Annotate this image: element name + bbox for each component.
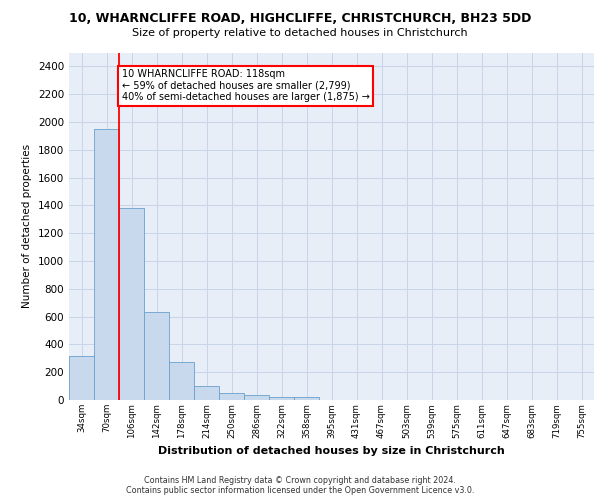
Bar [94, 129, 119, 400]
Bar [69, 356, 94, 400]
Text: Size of property relative to detached houses in Christchurch: Size of property relative to detached ho… [132, 28, 468, 38]
Bar [194, 386, 219, 400]
Text: Contains HM Land Registry data © Crown copyright and database right 2024.
Contai: Contains HM Land Registry data © Crown c… [126, 476, 474, 495]
Text: 10 WHARNCLIFFE ROAD: 118sqm
← 59% of detached houses are smaller (2,799)
40% of : 10 WHARNCLIFFE ROAD: 118sqm ← 59% of det… [121, 69, 370, 102]
Bar [119, 208, 144, 400]
Bar [144, 312, 169, 400]
Bar [219, 394, 244, 400]
Bar [269, 396, 294, 400]
Y-axis label: Number of detached properties: Number of detached properties [22, 144, 32, 308]
Bar [294, 397, 319, 400]
Bar [244, 396, 269, 400]
Bar [169, 362, 194, 400]
X-axis label: Distribution of detached houses by size in Christchurch: Distribution of detached houses by size … [158, 446, 505, 456]
Text: 10, WHARNCLIFFE ROAD, HIGHCLIFFE, CHRISTCHURCH, BH23 5DD: 10, WHARNCLIFFE ROAD, HIGHCLIFFE, CHRIST… [69, 12, 531, 26]
